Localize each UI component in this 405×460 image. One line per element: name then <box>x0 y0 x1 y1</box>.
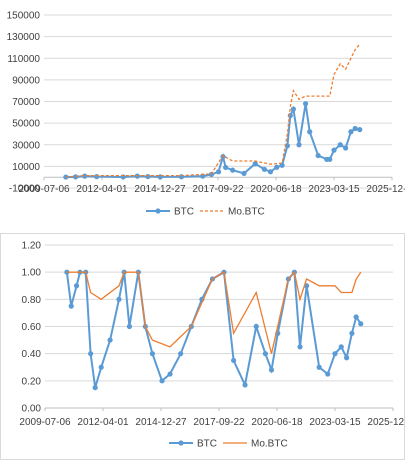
x-tick-label: 2020-06-18 <box>251 417 303 428</box>
series-line-btc <box>65 269 362 389</box>
data-point <box>325 371 331 377</box>
data-point <box>353 314 359 320</box>
data-point <box>241 170 247 177</box>
data-point <box>88 351 94 357</box>
x-tick-label: 2017-09-22 <box>192 184 244 195</box>
legend-marker <box>178 440 184 446</box>
data-point <box>352 125 358 132</box>
chart-top-panel: -10000 10000 30000 50000 70000 90000 110000 130… <box>6 10 405 218</box>
y-tick-label: 90000 <box>12 75 40 86</box>
x-tick-label: 2017-09-22 <box>193 417 245 428</box>
y-tick-label: 1.00 <box>22 268 42 279</box>
data-point <box>94 174 100 180</box>
data-point <box>167 371 173 377</box>
data-point <box>73 283 80 289</box>
data-point <box>337 142 343 148</box>
data-point <box>331 147 337 153</box>
legend-label: Mo.BTC <box>251 439 288 450</box>
y-tick-label: 10000 <box>12 162 40 173</box>
data-point <box>242 382 248 388</box>
y-tick-label: 0.40 <box>22 349 42 360</box>
data-point <box>63 174 69 180</box>
data-point <box>261 166 267 172</box>
series-line-mo-btc <box>65 43 361 178</box>
x-tick-label: 2012-04-01 <box>77 417 129 428</box>
data-point <box>297 344 303 350</box>
data-point <box>159 378 165 384</box>
x-tick-label: 2023-03-15 <box>309 417 361 428</box>
data-point <box>98 364 104 370</box>
data-point <box>349 330 355 336</box>
data-point <box>253 323 259 330</box>
chart-bottom: 0.00 0.20 0.40 0.60 0.80 1.00 1.20 2009-07-06 20… <box>19 241 404 450</box>
data-point <box>302 101 309 107</box>
chart-top: -10000 10000 30000 50000 70000 90000 110000 130… <box>7 11 405 218</box>
data-point <box>230 167 236 173</box>
legend-label: Mo.BTC <box>228 207 265 218</box>
data-point <box>307 129 313 135</box>
y-tick-label: 70000 <box>12 97 40 108</box>
data-point <box>348 129 354 135</box>
data-point <box>296 142 302 148</box>
x-tick-label: 2014-12-27 <box>135 417 187 428</box>
data-point <box>223 164 229 171</box>
data-point <box>178 351 184 357</box>
y-tick-label: 130000 <box>7 32 41 43</box>
chart-bottom-panel: 0.00 0.20 0.40 0.60 0.80 1.00 1.20 2009-07-06 20… <box>0 233 405 460</box>
x-tick-label: 2025-12-09 <box>366 184 405 195</box>
data-point <box>338 344 344 350</box>
data-point <box>315 152 321 159</box>
y-tick-label: 0.20 <box>22 376 42 387</box>
y-tick-label: 110000 <box>7 54 40 65</box>
data-point <box>107 337 113 343</box>
data-point <box>357 127 363 133</box>
data-point <box>116 296 122 302</box>
x-tick-label: 2012-04-01 <box>76 184 128 195</box>
data-point <box>231 357 237 364</box>
legend-label: BTC <box>197 439 217 450</box>
data-point <box>252 161 258 167</box>
data-point <box>267 169 274 175</box>
data-point <box>145 173 151 180</box>
data-point <box>82 173 88 179</box>
data-point <box>358 321 364 327</box>
x-tick-label: 2014-12-27 <box>134 184 186 195</box>
data-point <box>343 145 349 151</box>
legend-marker <box>155 208 161 214</box>
data-point <box>68 303 74 309</box>
y-tick-label: -10000 <box>9 184 41 195</box>
data-point <box>149 351 156 357</box>
data-point <box>64 269 70 275</box>
x-tick-label: 2023-03-15 <box>308 184 360 195</box>
x-tick-label: 2020-06-18 <box>250 184 302 195</box>
data-point <box>332 351 338 357</box>
y-tick-label: 0.00 <box>22 404 42 415</box>
y-tick-label: 30000 <box>12 140 40 151</box>
data-point <box>274 164 280 170</box>
legend-label: BTC <box>174 207 194 218</box>
data-point <box>126 323 133 330</box>
y-tick-label: 50000 <box>12 119 40 130</box>
series-line-mo-btc <box>66 270 362 354</box>
data-point <box>327 156 333 162</box>
y-tick-label: 0.60 <box>22 322 42 333</box>
data-point <box>92 385 98 391</box>
data-point <box>290 106 296 112</box>
x-tick-label: 2025-12-09 <box>367 417 404 428</box>
data-point <box>279 162 285 168</box>
data-point <box>268 367 275 373</box>
y-tick-label: 150000 <box>7 11 41 22</box>
y-tick-label: 0.80 <box>22 295 42 306</box>
data-point <box>316 364 322 370</box>
data-point <box>262 351 268 357</box>
data-point <box>344 355 350 361</box>
x-tick-label: 2009-07-06 <box>18 184 70 195</box>
x-tick-label: 2009-07-06 <box>19 417 71 428</box>
data-point <box>215 169 222 175</box>
y-tick-label: 1.20 <box>22 241 42 252</box>
data-point <box>287 112 293 119</box>
